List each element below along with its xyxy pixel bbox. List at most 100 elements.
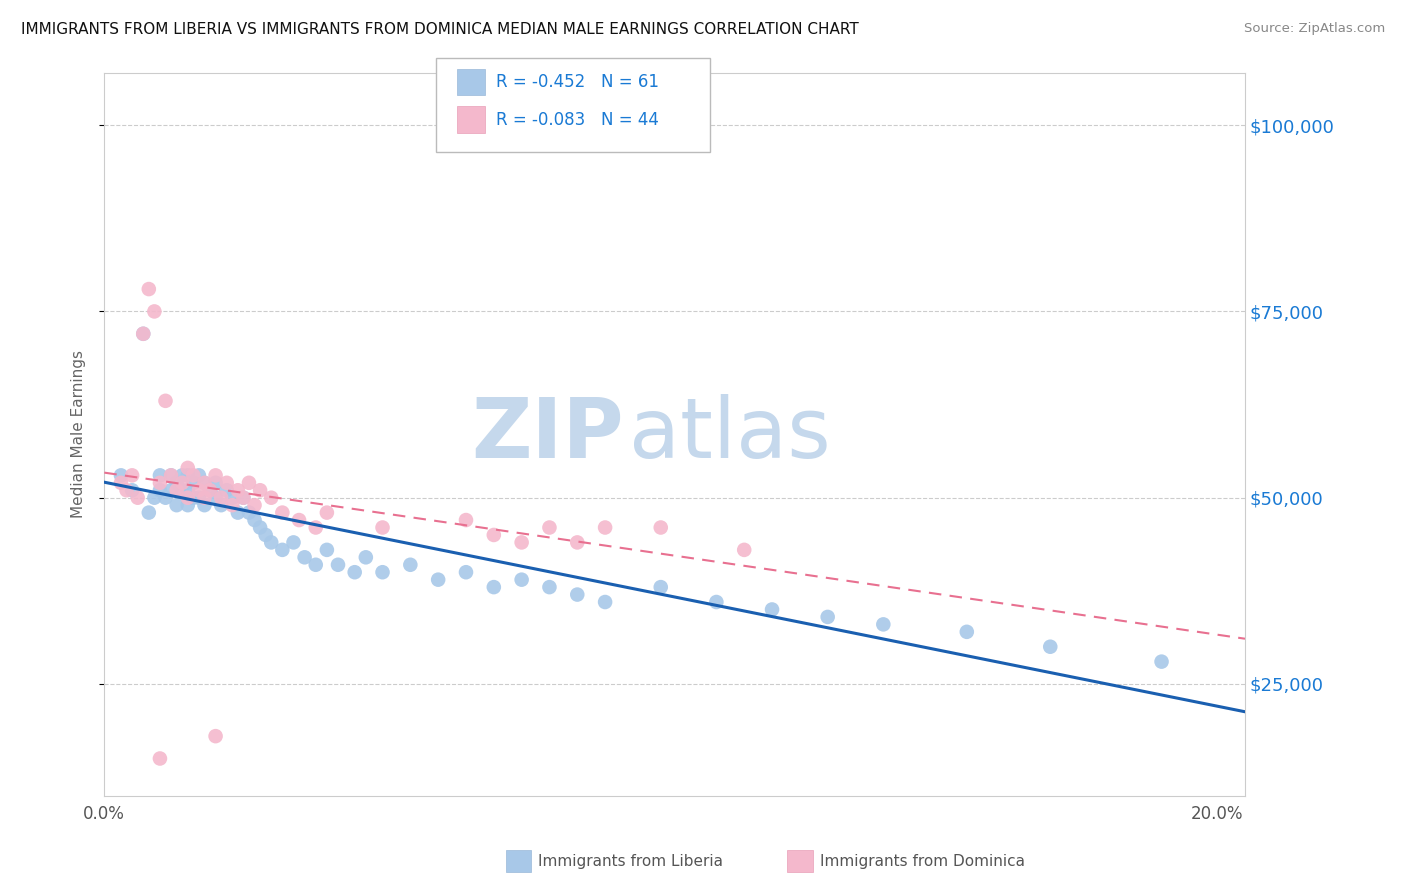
- Point: [567, 588, 589, 602]
- Point: [187, 468, 209, 483]
- Point: [149, 483, 172, 498]
- Point: [733, 542, 755, 557]
- Point: [288, 513, 311, 527]
- Point: [209, 491, 232, 505]
- Text: atlas: atlas: [628, 394, 831, 475]
- Point: [706, 595, 728, 609]
- Point: [315, 542, 337, 557]
- Point: [143, 304, 166, 318]
- Point: [166, 498, 188, 512]
- Point: [121, 468, 143, 483]
- Text: ZIP: ZIP: [471, 394, 623, 475]
- Point: [187, 491, 209, 505]
- Point: [193, 491, 215, 505]
- Point: [127, 491, 149, 505]
- Point: [354, 550, 377, 565]
- Point: [110, 475, 132, 490]
- Point: [232, 491, 254, 505]
- Point: [177, 491, 200, 505]
- Point: [177, 468, 200, 483]
- Point: [243, 498, 266, 512]
- Point: [1150, 655, 1173, 669]
- Point: [399, 558, 422, 572]
- Point: [761, 602, 783, 616]
- Point: [371, 520, 394, 534]
- Point: [193, 475, 215, 490]
- Point: [149, 751, 172, 765]
- Point: [249, 483, 271, 498]
- Point: [160, 483, 183, 498]
- Point: [538, 520, 561, 534]
- Point: [209, 498, 232, 512]
- Point: [226, 483, 249, 498]
- Point: [510, 573, 533, 587]
- Point: [138, 506, 160, 520]
- Point: [155, 491, 177, 505]
- Text: Immigrants from Liberia: Immigrants from Liberia: [538, 854, 724, 869]
- Point: [371, 566, 394, 580]
- Point: [260, 535, 283, 549]
- Text: R = -0.452   N = 61: R = -0.452 N = 61: [496, 73, 659, 91]
- Point: [315, 506, 337, 520]
- Point: [198, 483, 221, 498]
- Point: [343, 566, 366, 580]
- Point: [1039, 640, 1062, 654]
- Point: [204, 491, 226, 505]
- Point: [482, 528, 505, 542]
- Point: [204, 475, 226, 490]
- Point: [193, 475, 215, 490]
- Point: [454, 513, 477, 527]
- Y-axis label: Median Male Earnings: Median Male Earnings: [72, 351, 86, 518]
- Point: [305, 520, 328, 534]
- Point: [254, 528, 277, 542]
- Point: [249, 520, 271, 534]
- Text: R = -0.083   N = 44: R = -0.083 N = 44: [496, 111, 659, 128]
- Point: [177, 483, 200, 498]
- Text: Source: ZipAtlas.com: Source: ZipAtlas.com: [1244, 22, 1385, 36]
- Point: [183, 468, 205, 483]
- Point: [193, 498, 215, 512]
- Point: [260, 491, 283, 505]
- Point: [872, 617, 894, 632]
- Point: [143, 491, 166, 505]
- Point: [956, 624, 979, 639]
- Point: [187, 483, 209, 498]
- Point: [538, 580, 561, 594]
- Point: [482, 580, 505, 594]
- Point: [183, 491, 205, 505]
- Point: [183, 475, 205, 490]
- Point: [149, 475, 172, 490]
- Point: [198, 483, 221, 498]
- Point: [232, 491, 254, 505]
- Point: [172, 468, 194, 483]
- Point: [177, 461, 200, 475]
- Point: [160, 468, 183, 483]
- Point: [204, 729, 226, 743]
- Point: [204, 468, 226, 483]
- Point: [454, 566, 477, 580]
- Point: [510, 535, 533, 549]
- Point: [138, 282, 160, 296]
- Point: [221, 498, 243, 512]
- Point: [817, 610, 839, 624]
- Point: [172, 475, 194, 490]
- Point: [132, 326, 155, 341]
- Point: [294, 550, 316, 565]
- Point: [177, 498, 200, 512]
- Point: [271, 506, 294, 520]
- Point: [215, 483, 238, 498]
- Point: [650, 520, 672, 534]
- Text: IMMIGRANTS FROM LIBERIA VS IMMIGRANTS FROM DOMINICA MEDIAN MALE EARNINGS CORRELA: IMMIGRANTS FROM LIBERIA VS IMMIGRANTS FR…: [21, 22, 859, 37]
- Point: [593, 595, 616, 609]
- Point: [226, 506, 249, 520]
- Point: [283, 535, 305, 549]
- Text: Immigrants from Dominica: Immigrants from Dominica: [820, 854, 1025, 869]
- Point: [650, 580, 672, 594]
- Point: [243, 513, 266, 527]
- Point: [215, 475, 238, 490]
- Point: [238, 506, 260, 520]
- Point: [305, 558, 328, 572]
- Point: [149, 468, 172, 483]
- Point: [115, 483, 138, 498]
- Point: [166, 475, 188, 490]
